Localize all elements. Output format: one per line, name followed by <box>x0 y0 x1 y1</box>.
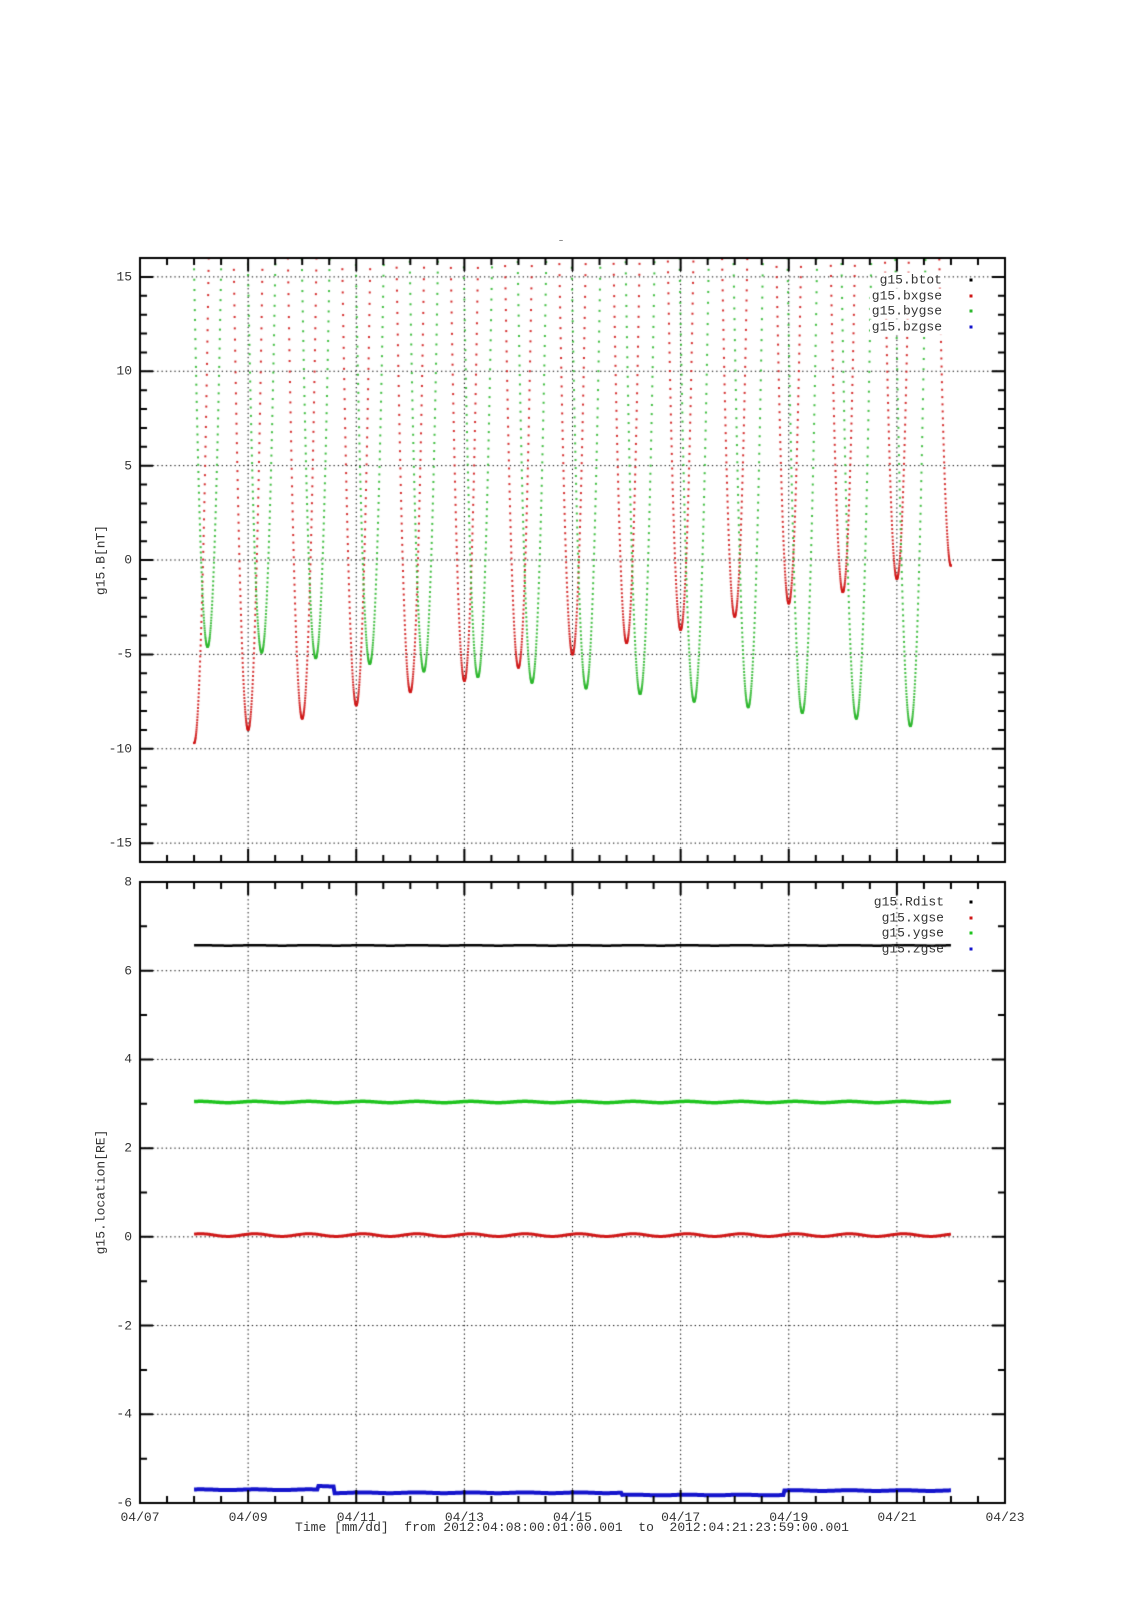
y-tick-label: 4 <box>124 1051 132 1067</box>
legend-item-g15-zgse: g15.zgse <box>881 941 944 956</box>
y-axis-label-bottom: g15.location[RE] <box>93 1129 109 1255</box>
x-tick-label: 04/19 <box>769 1510 809 1525</box>
x-tick-label: 04/15 <box>552 1510 593 1525</box>
y-tick-label: -15 <box>108 835 132 851</box>
legend-marker-g15-Rdist <box>969 900 973 904</box>
y-axis-label-top: g15.B[nT] <box>93 524 109 596</box>
legend-marker-g15-btot <box>969 278 973 282</box>
bottom-panel-plot-area <box>140 882 1005 1503</box>
x-axis-label: Time [mm/dd] from 2012:04:08:00:01:00.00… <box>295 1520 849 1535</box>
y-tick-label: 5 <box>124 458 132 474</box>
legend-marker-g15-bzgse <box>969 325 973 328</box>
y-tick-label: 10 <box>116 363 132 379</box>
y-tick-label: -2 <box>116 1318 132 1334</box>
y-tick-label: 6 <box>124 963 132 979</box>
legend-item-g15-bygse: g15.bygse <box>869 303 944 319</box>
x-tick-label: 04/09 <box>228 1510 268 1525</box>
x-tick-label: 04/11 <box>336 1510 376 1525</box>
y-tick-label: 8 <box>124 874 132 890</box>
legend-marker-g15-bygse <box>969 309 973 313</box>
figure-title: - <box>557 233 565 248</box>
legend-item-g15-Rdist: g15.Rdist <box>873 894 944 910</box>
legend-marker-g15-ygse <box>969 931 973 935</box>
legend-marker-g15-zgse <box>969 947 973 950</box>
legend-item-g15-bxgse: g15.bxgse <box>869 288 944 303</box>
legend-marker-g15-bxgse <box>969 294 973 297</box>
legend-item-g15-xgse: g15.xgse <box>881 910 944 925</box>
y-tick-label: 0 <box>124 1229 132 1245</box>
x-tick-label: 04/23 <box>985 1510 1025 1525</box>
y-tick-label: 2 <box>124 1140 132 1156</box>
top-panel-plot-area <box>140 258 1005 862</box>
y-tick-label: -5 <box>116 646 132 662</box>
legend-item-g15-btot: g15.btot <box>877 272 944 288</box>
y-tick-label: -10 <box>108 741 132 757</box>
legend-marker-g15-xgse <box>969 916 973 919</box>
y-tick-label: 0 <box>124 552 132 568</box>
x-tick-label: 04/07 <box>120 1510 160 1525</box>
legend-item-g15-ygse: g15.ygse <box>881 925 944 941</box>
y-tick-label: -6 <box>116 1495 132 1511</box>
legend-item-g15-bzgse: g15.bzgse <box>869 319 944 334</box>
y-tick-label: -4 <box>116 1406 132 1422</box>
x-tick-label: 04/21 <box>877 1510 917 1525</box>
x-tick-label: 04/17 <box>661 1510 701 1525</box>
x-tick-label: 04/13 <box>444 1510 484 1525</box>
y-tick-label: 15 <box>116 269 132 285</box>
